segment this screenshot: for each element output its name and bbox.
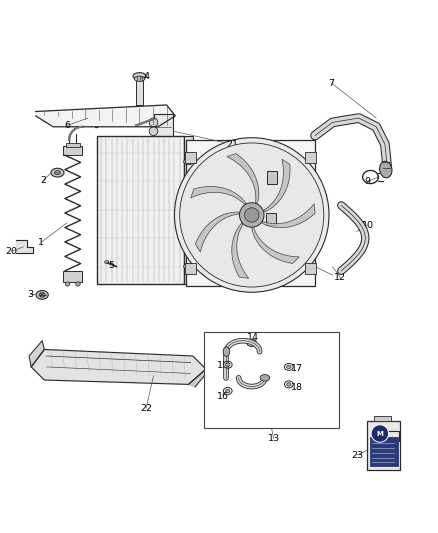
- Ellipse shape: [133, 72, 146, 79]
- Text: M: M: [376, 431, 383, 437]
- Bar: [266, 213, 276, 225]
- Text: 16: 16: [217, 392, 230, 401]
- Ellipse shape: [105, 261, 109, 264]
- Text: 1: 1: [38, 238, 44, 247]
- Ellipse shape: [184, 198, 193, 204]
- Ellipse shape: [184, 159, 193, 165]
- Bar: [153, 114, 173, 147]
- Bar: [185, 152, 196, 163]
- Polygon shape: [264, 159, 290, 212]
- Text: 19: 19: [232, 263, 244, 272]
- Bar: [63, 271, 82, 282]
- Ellipse shape: [260, 375, 270, 381]
- Bar: [305, 263, 316, 274]
- Polygon shape: [262, 204, 315, 228]
- Polygon shape: [191, 187, 246, 204]
- Text: 21: 21: [226, 140, 238, 149]
- Text: 12: 12: [334, 273, 346, 282]
- Ellipse shape: [39, 293, 45, 297]
- Bar: [186, 140, 315, 286]
- Bar: [63, 147, 82, 155]
- Text: 5: 5: [108, 261, 114, 270]
- Ellipse shape: [36, 290, 48, 299]
- Bar: [97, 135, 184, 284]
- Bar: [184, 135, 193, 284]
- Bar: [305, 152, 316, 163]
- Circle shape: [65, 282, 70, 286]
- Circle shape: [149, 127, 158, 135]
- Polygon shape: [16, 240, 33, 253]
- Circle shape: [76, 282, 80, 286]
- Text: 4: 4: [143, 72, 149, 81]
- Text: 3: 3: [27, 289, 33, 298]
- Text: 6: 6: [64, 121, 70, 130]
- Polygon shape: [252, 228, 300, 263]
- Circle shape: [149, 118, 158, 127]
- Bar: [204, 332, 339, 428]
- Polygon shape: [232, 223, 249, 278]
- Polygon shape: [227, 154, 259, 203]
- Text: 22: 22: [140, 404, 152, 413]
- Ellipse shape: [184, 263, 193, 270]
- Polygon shape: [29, 341, 44, 367]
- Bar: [374, 416, 392, 422]
- Polygon shape: [195, 212, 239, 252]
- Text: 17: 17: [291, 364, 303, 373]
- Polygon shape: [35, 105, 175, 127]
- Ellipse shape: [223, 347, 230, 357]
- Text: 15: 15: [217, 361, 230, 370]
- Ellipse shape: [226, 363, 230, 367]
- Text: 2: 2: [40, 176, 46, 185]
- Text: 10: 10: [361, 221, 374, 230]
- Ellipse shape: [184, 220, 193, 226]
- Circle shape: [244, 208, 259, 222]
- Bar: [370, 437, 398, 466]
- Bar: [367, 422, 400, 470]
- Polygon shape: [188, 369, 208, 387]
- Bar: [66, 143, 80, 147]
- Bar: [267, 171, 277, 183]
- Text: 7: 7: [328, 79, 335, 87]
- Ellipse shape: [380, 161, 392, 178]
- Text: 23: 23: [351, 450, 363, 459]
- Ellipse shape: [51, 168, 64, 177]
- Text: 14: 14: [247, 333, 259, 342]
- Text: 8: 8: [234, 176, 240, 185]
- Circle shape: [180, 143, 324, 287]
- Ellipse shape: [184, 241, 193, 248]
- Ellipse shape: [184, 176, 193, 182]
- Polygon shape: [31, 350, 206, 384]
- Text: 11: 11: [231, 223, 244, 232]
- Text: 20: 20: [6, 247, 18, 256]
- Text: 9: 9: [364, 177, 371, 186]
- Circle shape: [371, 425, 389, 442]
- Ellipse shape: [54, 171, 60, 175]
- Ellipse shape: [287, 383, 291, 386]
- Text: 13: 13: [268, 434, 279, 443]
- Circle shape: [240, 203, 264, 227]
- Ellipse shape: [287, 365, 291, 369]
- Bar: [136, 79, 143, 105]
- Ellipse shape: [226, 389, 230, 393]
- Text: 18: 18: [291, 383, 303, 392]
- Circle shape: [174, 138, 329, 292]
- Bar: [185, 263, 196, 274]
- Ellipse shape: [134, 76, 145, 82]
